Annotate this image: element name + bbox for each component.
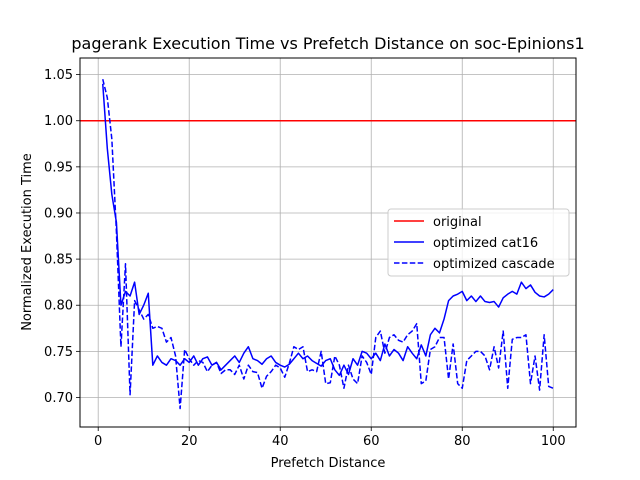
series-layer bbox=[80, 79, 576, 410]
series-line-optimized-cat16 bbox=[102, 83, 554, 377]
y-tick-label: 0.95 bbox=[44, 160, 73, 175]
legend-label: optimized cat16 bbox=[433, 236, 538, 251]
y-tick-label: 0.75 bbox=[44, 345, 73, 360]
y-tick-label: 1.05 bbox=[44, 68, 73, 83]
x-axis-title: Prefetch Distance bbox=[271, 456, 386, 471]
legend-label: optimized cascade bbox=[433, 257, 555, 272]
legend-box bbox=[387, 208, 570, 277]
y-tick-label: 0.90 bbox=[44, 206, 73, 221]
y-axis: 0.70 0.75 0.80 0.85 0.90 0.95 1.00 1.05 bbox=[44, 68, 80, 406]
y-tick-label: 0.80 bbox=[44, 299, 73, 314]
x-tick-label: 40 bbox=[272, 434, 289, 449]
y-tick-label: 0.70 bbox=[44, 391, 73, 406]
plot-frame bbox=[79, 57, 577, 428]
series-line-optimized-cascade bbox=[102, 79, 554, 410]
x-tick-label: 60 bbox=[363, 434, 380, 449]
legend-label: original bbox=[433, 215, 482, 230]
y-tick-label: 1.00 bbox=[44, 114, 73, 129]
x-axis: 0 20 40 60 80 100 bbox=[94, 427, 566, 449]
chart-title: pagerank Execution Time vs Prefetch Dist… bbox=[71, 34, 584, 53]
y-tick-label: 0.85 bbox=[44, 253, 73, 268]
x-tick-label: 100 bbox=[541, 434, 566, 449]
x-tick-label: 80 bbox=[454, 434, 471, 449]
legend: original optimized cat16 optimized cascade bbox=[387, 208, 570, 277]
x-tick-label: 20 bbox=[181, 434, 198, 449]
y-axis-title: Normalized Execution Time bbox=[20, 153, 35, 331]
x-tick-label: 0 bbox=[94, 434, 102, 449]
